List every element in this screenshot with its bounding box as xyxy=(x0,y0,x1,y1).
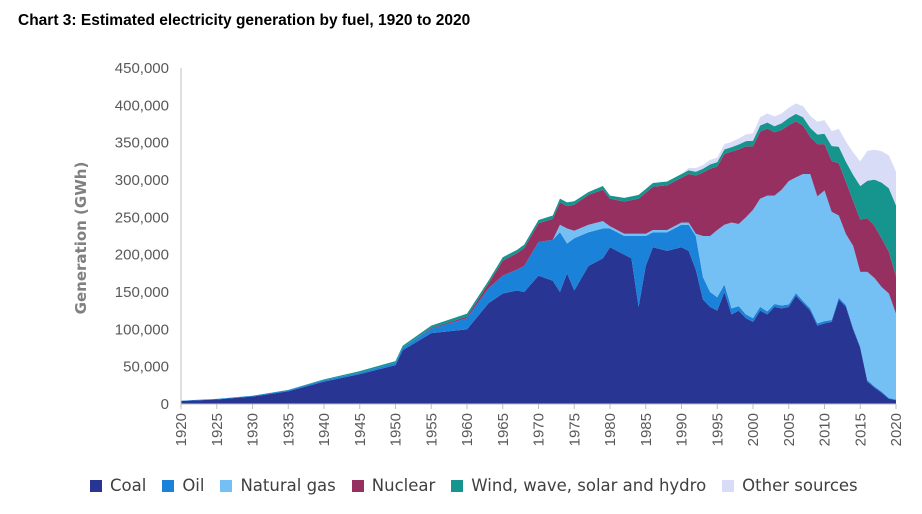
x-tick-label: 1920 xyxy=(173,413,190,446)
legend-swatch xyxy=(220,479,233,492)
series-area-nuclear xyxy=(181,121,896,401)
y-tick-label: 400,000 xyxy=(115,97,169,114)
legend-label: Wind, wave, solar and hydro xyxy=(471,476,707,495)
x-tick-label: 1955 xyxy=(423,413,440,446)
x-tick-label: 1940 xyxy=(316,413,333,446)
legend-item: Natural gas xyxy=(220,476,336,495)
x-tick-label: 1960 xyxy=(459,413,476,446)
y-tick-label: 50,000 xyxy=(123,359,169,376)
series-area-natural-gas xyxy=(181,174,896,401)
x-tick-label: 1985 xyxy=(638,413,655,446)
x-tick-label: 1925 xyxy=(209,413,226,446)
series-area-coal xyxy=(181,247,896,404)
x-tick-label: 1980 xyxy=(602,413,619,446)
legend-swatch xyxy=(451,479,464,492)
legend-swatch xyxy=(162,479,175,492)
x-tick-label: 1935 xyxy=(280,413,297,446)
legend-swatch xyxy=(351,479,364,492)
y-tick-label: 350,000 xyxy=(115,135,169,152)
x-tick-label: 2000 xyxy=(745,413,762,446)
series-area-other-sources xyxy=(181,103,896,401)
legend-item: Coal xyxy=(90,476,146,495)
legend-label: Natural gas xyxy=(240,476,336,495)
x-tick-label: 1990 xyxy=(674,413,691,446)
y-axis-label: Generation (GWh) xyxy=(72,162,90,315)
legend: Coal Oil Natural gas Nuclear Wind, wave, sol… xyxy=(90,476,890,495)
x-tick-label: 1930 xyxy=(245,413,262,446)
legend-label: Coal xyxy=(110,476,147,495)
axes: 0 50,000 100,000 150,000 200,000 250,000 300,0… xyxy=(115,60,905,446)
legend-label: Nuclear xyxy=(371,476,436,495)
legend-item: Nuclear xyxy=(351,476,436,495)
x-tick-label: 2015 xyxy=(852,413,869,446)
x-tick-label: 1965 xyxy=(495,413,512,446)
y-tick-label: 100,000 xyxy=(115,321,169,338)
x-tick-label: 1975 xyxy=(566,413,583,446)
x-tick-label: 1970 xyxy=(531,413,548,446)
x-tick-label: 2020 xyxy=(888,413,905,446)
y-tick-label: 450,000 xyxy=(115,60,169,77)
y-tick-label: 0 xyxy=(161,396,169,413)
legend-label: Oil xyxy=(182,476,205,495)
x-tick-label: 1995 xyxy=(709,413,726,446)
legend-item: Other sources xyxy=(722,476,858,495)
legend-swatch xyxy=(90,479,102,492)
series-area-oil xyxy=(181,224,896,402)
x-tick-label: 2010 xyxy=(817,413,834,446)
y-tick-label: 250,000 xyxy=(115,209,169,226)
chart-title: Chart 3: Estimated electricity generatio… xyxy=(18,12,471,29)
legend-item: Wind, wave, solar and hydro xyxy=(451,476,706,495)
y-tick-label: 150,000 xyxy=(115,284,169,301)
x-tick-label: 1950 xyxy=(388,413,405,446)
x-tick-label: 1945 xyxy=(352,413,369,446)
y-tick-label: 300,000 xyxy=(115,172,169,189)
legend-label: Other sources xyxy=(742,476,858,495)
y-tick-label: 200,000 xyxy=(115,247,169,264)
x-tick-label: 2005 xyxy=(781,413,798,446)
series-area-wind-wave-solar-and-hydro xyxy=(181,113,896,401)
legend-item: Oil xyxy=(162,476,204,495)
legend-swatch xyxy=(722,479,735,492)
series-areas xyxy=(181,103,896,404)
